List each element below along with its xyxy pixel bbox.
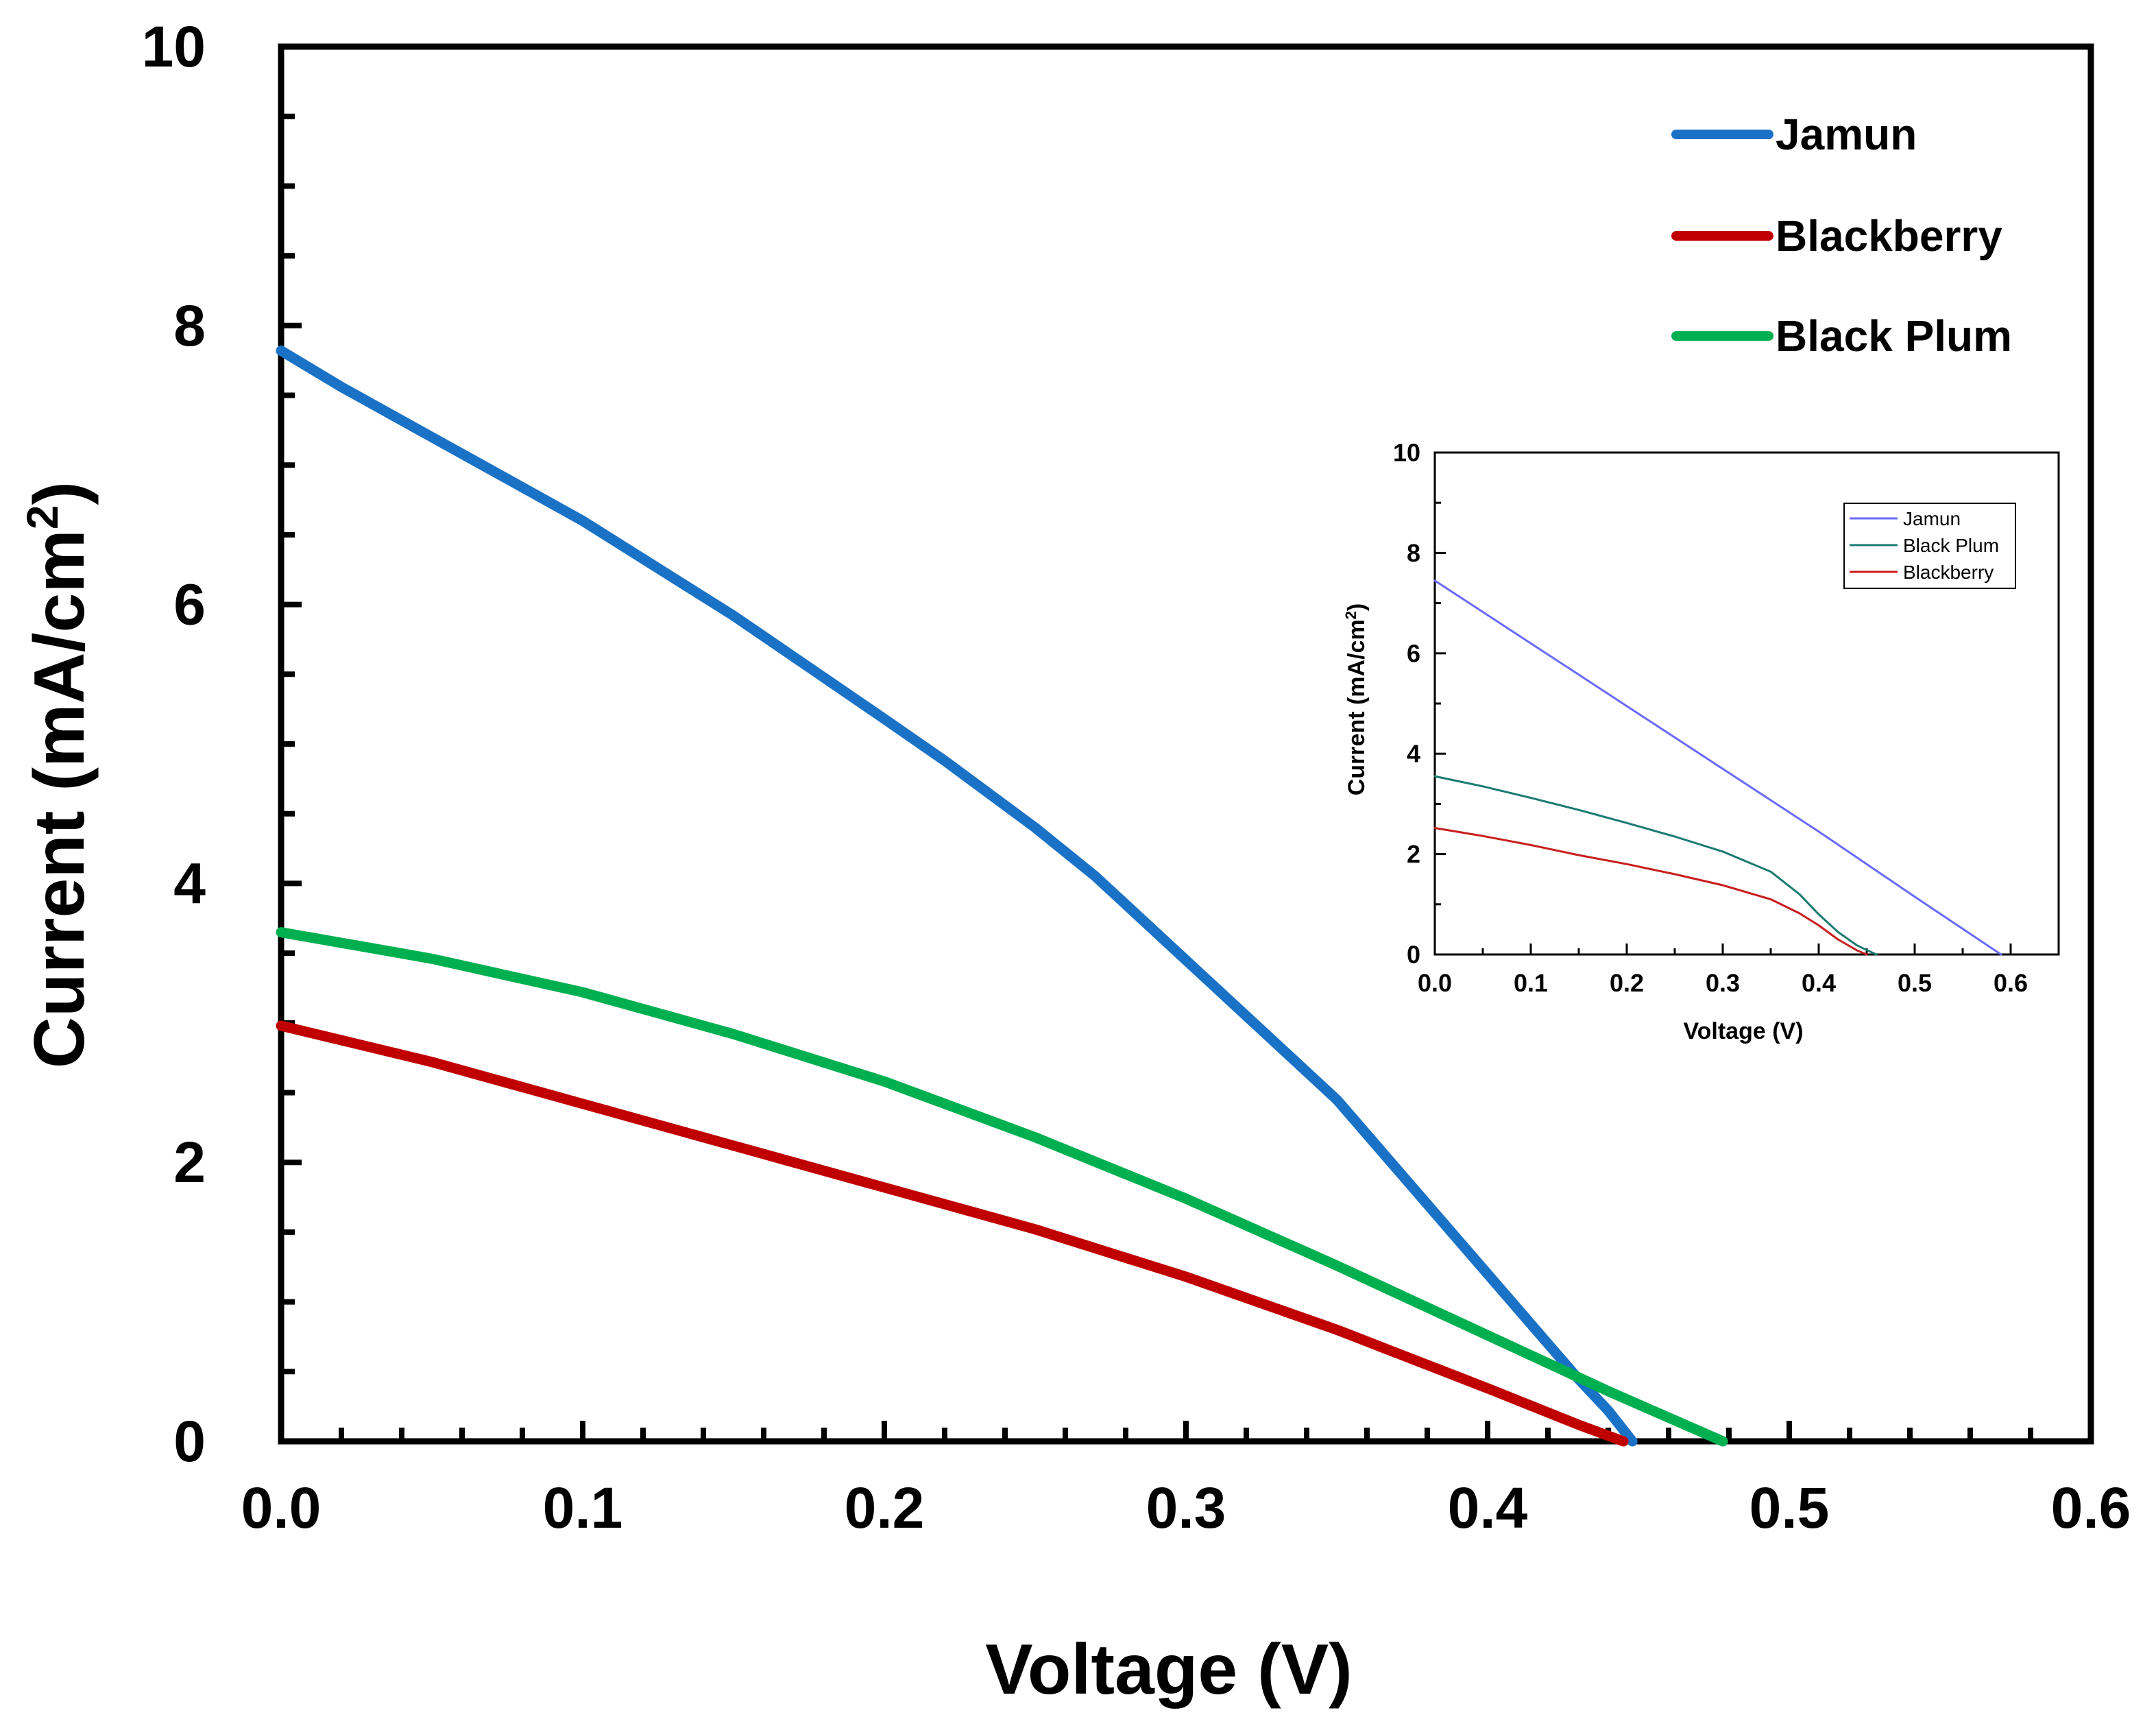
main-y-tick-label: 10	[142, 14, 206, 79]
main-y-tick-label: 2	[173, 1130, 206, 1194]
main-series-line-jamun	[276, 345, 1638, 1447]
main-y-tick-label: 8	[173, 293, 206, 358]
main-series-line-blackberry	[276, 1020, 1629, 1447]
inset-y-tick-label: 2	[1407, 840, 1420, 868]
main-axis-ticks	[278, 44, 2094, 1444]
main-y-tick-label: 4	[173, 851, 206, 915]
inset-legend-label-blackberry: Blackberry	[1903, 562, 1994, 583]
main-series-line-black-plum	[276, 927, 1728, 1447]
main-y-axis-title-close: )	[20, 481, 99, 505]
main-x-tick-label: 0.6	[2051, 1476, 2131, 1540]
inset-y-tick-label: 8	[1407, 539, 1420, 567]
inset-x-tick-label: 0.2	[1610, 969, 1644, 997]
main-y-axis-title-superscript: 2	[18, 505, 67, 530]
inset-legend-label-black-plum: Black Plum	[1903, 535, 1999, 556]
main-x-tick-label: 0.5	[1749, 1476, 1830, 1540]
main-x-tick-label: 0.3	[1146, 1476, 1226, 1540]
main-series-lines	[276, 345, 1728, 1447]
inset-x-tick-label: 0.1	[1514, 969, 1548, 997]
inset-legend: Jamun Black Plum Blackberry	[1843, 503, 2016, 589]
main-y-axis-title-text: Current (mA/cm	[20, 529, 99, 1068]
inset-y-tick-label: 6	[1407, 639, 1420, 667]
main-x-tick-label: 0.1	[543, 1476, 623, 1540]
legend-label-jamun: Jamun	[1776, 110, 1917, 159]
inset-series-lines	[1433, 579, 2002, 956]
inset-series-line-black-plum	[1433, 775, 1878, 956]
main-x-tick-label: 0.0	[241, 1476, 322, 1540]
inset-x-tick-label: 0.4	[1802, 969, 1836, 997]
main-x-tick-label: 0.4	[1448, 1476, 1528, 1540]
main-x-tick-labels: 0.0 0.1 0.2 0.3 0.4 0.5 0.6	[241, 1476, 2131, 1540]
main-x-axis-title: Voltage (V)	[985, 1630, 1352, 1709]
inset-y-axis-title-close: )	[1344, 603, 1370, 611]
main-y-tick-labels: 0 2 4 6 8 10	[142, 14, 206, 1474]
inset-x-tick-label: 0.0	[1418, 969, 1452, 997]
inset-axis-ticks	[1433, 451, 2012, 956]
main-legend: Jamun Blackberry Black Plum	[1671, 110, 2012, 361]
inset-y-tick-label: 4	[1407, 740, 1420, 768]
inset-x-tick-labels: 0.0 0.1 0.2 0.3 0.4 0.5 0.6	[1418, 969, 2028, 997]
inset-series-line-jamun	[1433, 579, 2002, 956]
inset-y-tick-labels: 0 2 4 6 8 10	[1393, 439, 1420, 969]
inset-x-tick-label: 0.6	[1994, 969, 2028, 997]
legend-label-blackberry: Blackberry	[1776, 211, 2002, 261]
legend-label-black-plum: Black Plum	[1776, 311, 2012, 361]
main-chart: 0.0 0.1 0.2 0.3 0.4 0.5 0.6 0 2 4 6 8 10 Voltage (V…	[18, 14, 2131, 1709]
inset-y-axis-title-text: Current (mA/cm	[1344, 619, 1370, 795]
inset-y-axis-title: Current (mA/cm2)	[1342, 603, 1370, 796]
main-y-tick-label: 0	[173, 1409, 206, 1474]
inset-y-tick-label: 10	[1393, 439, 1420, 467]
inset-x-tick-label: 0.5	[1898, 969, 1932, 997]
inset-chart: 0.0 0.1 0.2 0.3 0.4 0.5 0.6 0 2 4 6 8 10 Voltage (V…	[1342, 439, 2060, 1044]
inset-x-tick-label: 0.3	[1706, 969, 1740, 997]
inset-series-line-blackberry	[1433, 827, 1868, 956]
inset-legend-label-jamun: Jamun	[1903, 508, 1961, 529]
inset-x-axis-title: Voltage (V)	[1683, 1018, 1803, 1044]
main-y-tick-label: 6	[173, 573, 206, 637]
main-y-axis-title: Current (mA/cm2)	[18, 481, 99, 1068]
inset-y-axis-title-superscript: 2	[1342, 611, 1359, 619]
inset-y-tick-label: 0	[1407, 941, 1420, 969]
main-x-tick-label: 0.2	[845, 1476, 925, 1540]
